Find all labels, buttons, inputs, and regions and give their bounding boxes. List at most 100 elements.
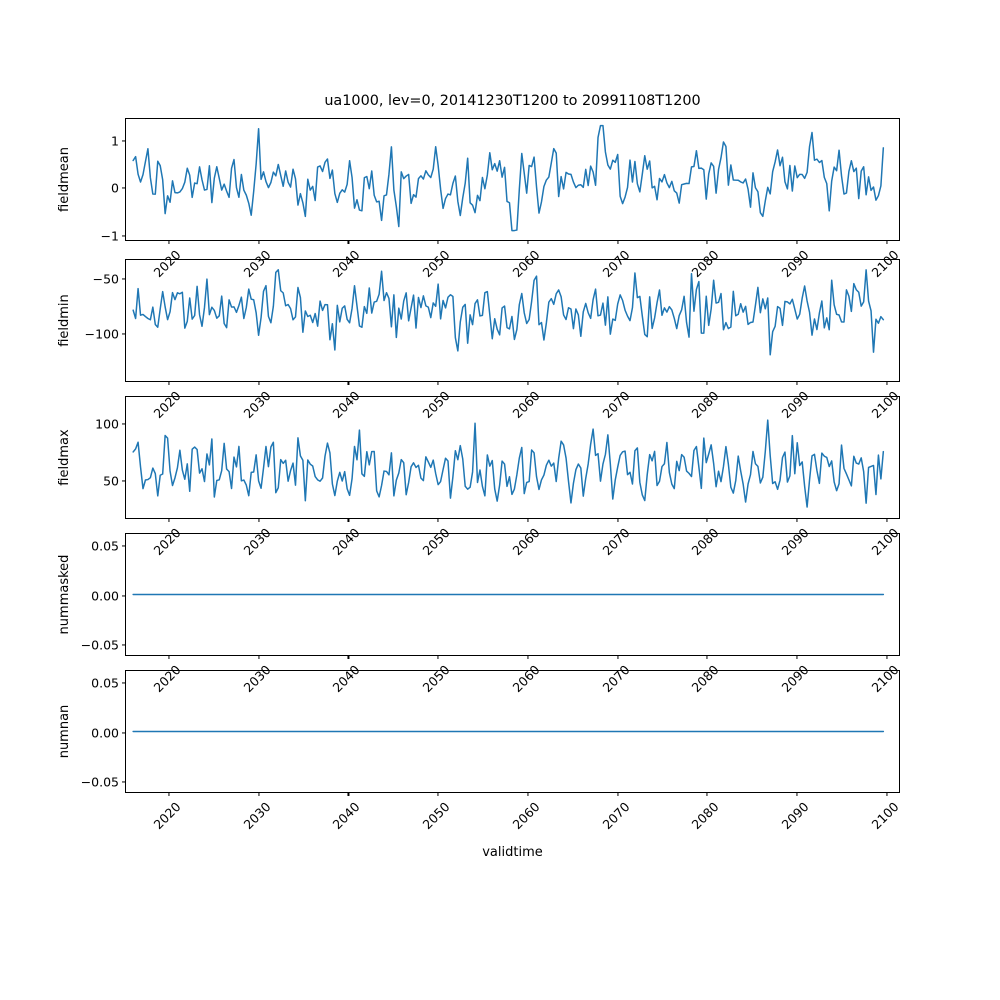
y-tick-mark — [121, 139, 126, 142]
y-tick-mark — [121, 781, 126, 783]
x-tick-mark — [706, 518, 708, 523]
plot-area-fieldmin — [132, 269, 885, 356]
x-tick-mark — [168, 240, 170, 245]
x-tick-mark — [527, 518, 529, 523]
x-tick-mark — [258, 381, 260, 386]
x-tick-mark — [706, 792, 708, 797]
y-tick-label: −0.05 — [80, 637, 119, 653]
x-tick-mark — [796, 518, 798, 523]
y-tick-label: 1 — [111, 133, 119, 149]
subplot-nummasked: nummasked −0.05 0.00 0.05 2020 2030 2040 2050 20… — [57, 533, 901, 695]
data-line-fieldmin — [132, 269, 885, 356]
y-tick-mark — [121, 480, 126, 482]
x-tick-mark — [796, 240, 798, 245]
y-tick-mark — [121, 423, 126, 425]
y-axis-label-fieldmax: fieldmax — [56, 428, 72, 486]
x-tick-mark — [527, 240, 529, 245]
x-tick-label: 2070 — [599, 799, 633, 833]
figure-title: ua1000, lev=0, 20141230T1200 to 20991108… — [324, 93, 701, 109]
y-tick-mark — [121, 278, 126, 280]
x-tick-label: 2020 — [150, 799, 184, 833]
x-tick-mark — [347, 518, 349, 523]
y-tick-mark — [121, 731, 126, 734]
x-tick-label: 2050 — [419, 799, 453, 833]
y-tick-mark — [121, 644, 126, 646]
y-tick-mark — [121, 682, 126, 684]
y-tick-label: 50 — [103, 473, 119, 489]
data-line-fieldmax — [132, 419, 885, 508]
plot-area-fieldmax — [132, 419, 885, 508]
plot-area-nummasked — [132, 593, 885, 596]
x-tick-mark — [168, 792, 170, 797]
x-tick-label: 2100 — [868, 799, 902, 833]
y-tick-label: −100 — [84, 326, 119, 342]
x-tick-mark — [258, 655, 260, 660]
x-tick-mark — [168, 655, 170, 660]
x-tick-mark — [706, 655, 708, 660]
y-tick-label: 100 — [95, 416, 119, 432]
x-tick-label: 2090 — [778, 799, 812, 833]
x-tick-mark — [437, 655, 439, 660]
x-tick-mark — [437, 518, 439, 523]
data-line-fieldmean — [132, 124, 885, 232]
x-tick-mark — [168, 381, 170, 386]
x-tick-mark — [886, 240, 888, 245]
x-tick-mark — [347, 655, 349, 660]
y-tick-label: 0.00 — [91, 725, 119, 740]
x-tick-mark — [617, 655, 619, 660]
y-tick-label: −50 — [92, 271, 119, 287]
x-tick-mark — [886, 655, 888, 660]
x-tick-label: 2030 — [240, 799, 274, 833]
y-axis-label-fieldmean: fieldmean — [56, 146, 72, 212]
y-tick-label: −1 — [100, 228, 119, 244]
y-tick-label: 0.00 — [91, 588, 119, 603]
subplot-fieldmean: fieldmean −1 0 1 2020 2030 2040 2050 2060 2070 208… — [57, 118, 901, 280]
x-tick-mark — [617, 381, 619, 386]
y-axis-label-fieldmin: fieldmin — [56, 293, 72, 347]
x-tick-mark — [437, 792, 439, 797]
x-tick-mark — [437, 381, 439, 386]
x-tick-label: 2060 — [509, 799, 543, 833]
y-tick-mark — [121, 235, 126, 237]
x-tick-mark — [347, 792, 349, 797]
x-tick-mark — [347, 240, 349, 245]
x-tick-mark — [886, 792, 888, 797]
x-tick-mark — [258, 240, 260, 245]
plot-area-fieldmean — [132, 124, 885, 232]
x-tick-mark — [437, 240, 439, 245]
subplot-numnan: numnan −0.05 0.00 0.05 2020 2030 2040 2050 2060 2… — [57, 670, 901, 832]
x-tick-mark — [347, 381, 349, 386]
subplot-fieldmax: fieldmax 50 100 2020 2030 2040 2050 2060 2070 208… — [57, 396, 901, 558]
y-tick-mark — [121, 594, 126, 597]
x-tick-mark — [258, 792, 260, 797]
y-tick-label: −0.05 — [80, 774, 119, 790]
plot-area-numnan — [132, 730, 885, 733]
x-tick-mark — [617, 792, 619, 797]
y-tick-mark — [121, 333, 126, 335]
x-tick-mark — [527, 655, 529, 660]
y-axis-label-nummasked: nummasked — [56, 554, 72, 634]
x-tick-label: 2080 — [688, 799, 722, 833]
y-tick-mark — [121, 187, 126, 189]
y-axis-label-numnan: numnan — [56, 704, 72, 758]
x-tick-mark — [527, 792, 529, 797]
x-tick-label: 2040 — [329, 799, 364, 833]
y-tick-label: 0.05 — [91, 538, 119, 554]
subplot-fieldmin: fieldmin −100 −50 2020 2030 2040 2050 2060 2070 2… — [57, 259, 901, 421]
x-tick-mark — [617, 240, 619, 245]
x-tick-mark — [527, 381, 529, 386]
y-tick-label: 0.05 — [91, 675, 119, 691]
x-tick-mark — [617, 518, 619, 523]
x-tick-mark — [258, 518, 260, 523]
x-axis-label: validtime — [482, 845, 543, 860]
x-tick-mark — [886, 381, 888, 386]
x-tick-mark — [706, 240, 708, 245]
x-tick-mark — [796, 792, 798, 797]
x-tick-mark — [796, 655, 798, 660]
y-tick-mark — [121, 545, 126, 547]
x-tick-mark — [796, 381, 798, 386]
y-tick-label: 0 — [111, 180, 119, 196]
x-tick-mark — [168, 518, 170, 523]
x-tick-mark — [706, 381, 708, 386]
